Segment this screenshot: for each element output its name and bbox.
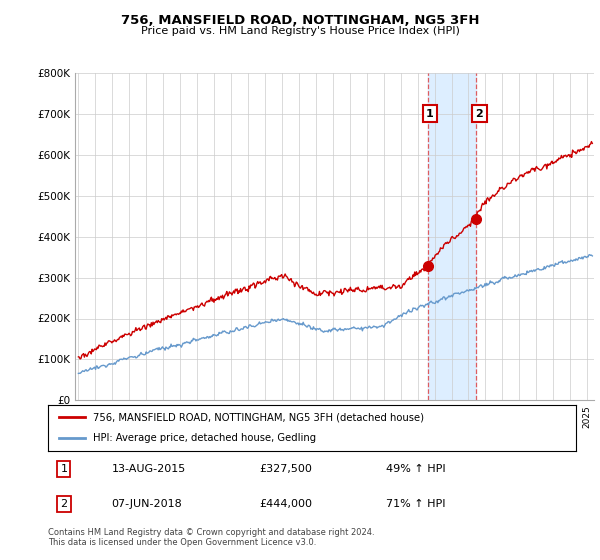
Text: 756, MANSFIELD ROAD, NOTTINGHAM, NG5 3FH: 756, MANSFIELD ROAD, NOTTINGHAM, NG5 3FH — [121, 14, 479, 27]
Text: 756, MANSFIELD ROAD, NOTTINGHAM, NG5 3FH (detached house): 756, MANSFIELD ROAD, NOTTINGHAM, NG5 3FH… — [93, 412, 424, 422]
Text: 1: 1 — [61, 464, 67, 474]
Text: 2: 2 — [60, 499, 67, 509]
Text: 2: 2 — [475, 109, 483, 119]
Text: 07-JUN-2018: 07-JUN-2018 — [112, 499, 182, 509]
Text: £327,500: £327,500 — [259, 464, 312, 474]
Text: 1: 1 — [426, 109, 434, 119]
Text: Contains HM Land Registry data © Crown copyright and database right 2024.
This d: Contains HM Land Registry data © Crown c… — [48, 528, 374, 547]
Text: Price paid vs. HM Land Registry's House Price Index (HPI): Price paid vs. HM Land Registry's House … — [140, 26, 460, 36]
Text: 71% ↑ HPI: 71% ↑ HPI — [386, 499, 445, 509]
Bar — [428, 73, 476, 400]
Text: 13-AUG-2015: 13-AUG-2015 — [112, 464, 185, 474]
Text: 49% ↑ HPI: 49% ↑ HPI — [386, 464, 446, 474]
Text: HPI: Average price, detached house, Gedling: HPI: Average price, detached house, Gedl… — [93, 433, 316, 444]
Text: £444,000: £444,000 — [259, 499, 312, 509]
